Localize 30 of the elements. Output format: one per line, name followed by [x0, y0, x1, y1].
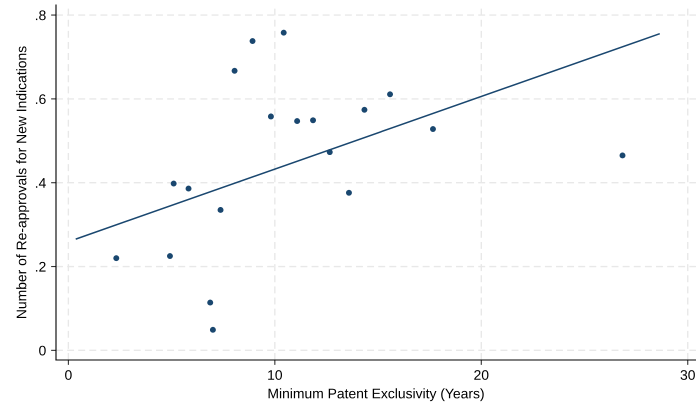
y-tick-label: .4: [36, 178, 46, 188]
x-tick-label: 30: [680, 370, 695, 380]
point: [620, 152, 626, 158]
point: [218, 207, 224, 213]
point: [387, 91, 393, 98]
y-tick-label: 0: [39, 346, 46, 356]
point: [210, 326, 216, 333]
point: [167, 253, 173, 260]
point: [361, 106, 368, 113]
point: [113, 255, 120, 262]
point: [170, 180, 177, 186]
y-tick-label: .6: [36, 94, 46, 104]
x-axis-title: Minimum Patent Exclusivity (Years): [268, 388, 484, 402]
x-tick-label: 0: [65, 370, 72, 380]
point: [186, 186, 192, 192]
point: [430, 126, 436, 132]
point: [294, 118, 300, 124]
point: [310, 117, 316, 124]
y-tick-label: .2: [36, 262, 46, 272]
point: [232, 68, 238, 74]
point: [250, 38, 256, 44]
point: [326, 149, 333, 156]
point: [280, 30, 287, 36]
point: [346, 190, 352, 196]
x-tick-label: 20: [474, 370, 488, 380]
x-tick-label: 10: [268, 370, 282, 380]
point: [268, 114, 274, 120]
y-tick-label: .8: [36, 10, 46, 20]
y-axis-title: Number of Re-approvals for New Indications: [16, 46, 30, 318]
point: [207, 300, 214, 306]
